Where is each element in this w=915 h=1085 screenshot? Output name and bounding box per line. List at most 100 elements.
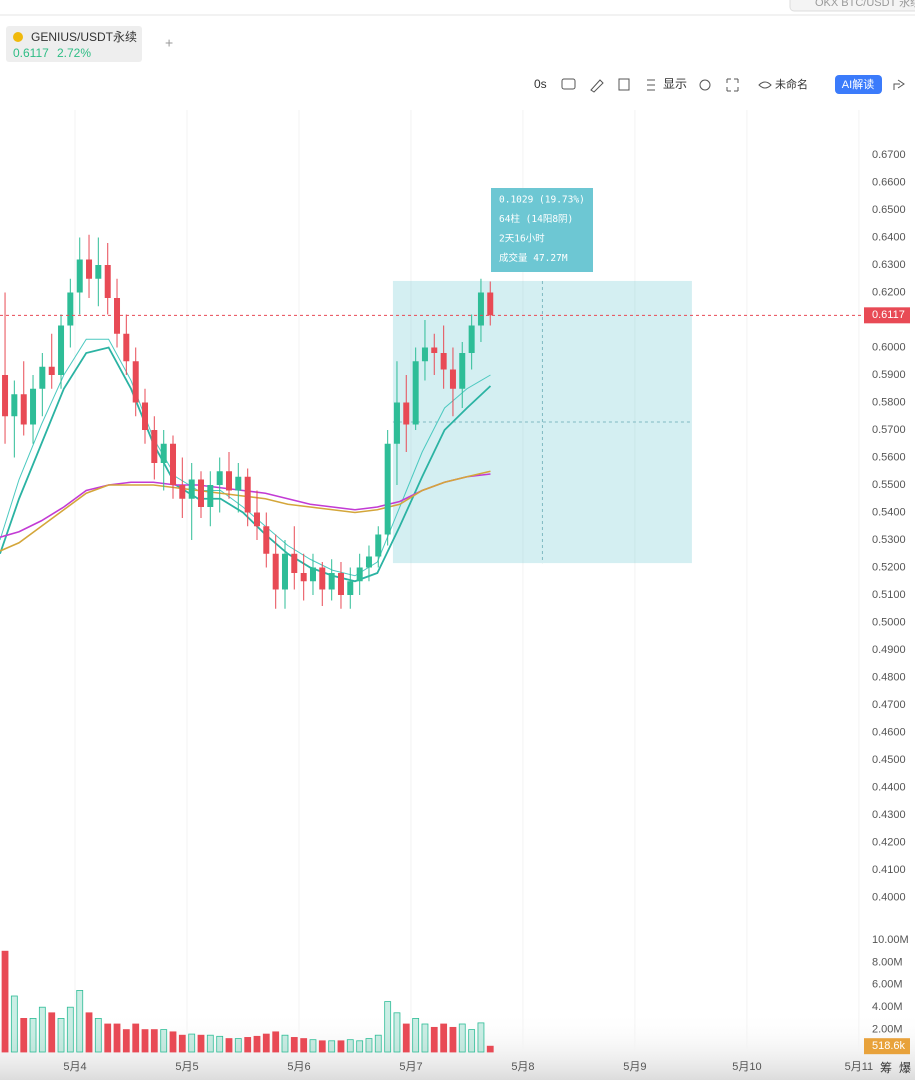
x-tick-label: 5月10	[732, 1061, 761, 1073]
volume-bar	[402, 1023, 410, 1053]
candle-body	[319, 567, 326, 590]
candle-body	[393, 402, 400, 444]
copy-icon[interactable]	[618, 78, 630, 91]
candle-body	[403, 402, 410, 425]
candle-body	[188, 479, 195, 499]
candle-body	[487, 292, 494, 316]
candle-body	[58, 325, 65, 375]
volume-tick-label: 4.00M	[872, 1001, 903, 1013]
volume-bar	[440, 1023, 448, 1053]
x-tick-label: 5月9	[623, 1061, 646, 1073]
x-tick-label: 5月6	[287, 1061, 310, 1073]
share-icon[interactable]	[893, 79, 905, 90]
volume-bar	[253, 1035, 261, 1053]
candle-body	[86, 259, 93, 279]
candle-body	[160, 443, 167, 463]
x-tick-label: 5月4	[63, 1061, 86, 1073]
candle-body	[235, 476, 242, 491]
candle-body	[347, 581, 354, 595]
candle-body	[244, 476, 251, 513]
search-text: OKX BTC/USDT 永续	[815, 0, 915, 9]
camera-icon[interactable]	[561, 78, 576, 90]
candle-body	[291, 553, 298, 573]
y-tick-label: 0.5000	[872, 616, 906, 628]
measure-text: 2天16小时	[499, 233, 545, 245]
x-tick-label: 5月11	[845, 1061, 874, 1073]
volume-bar	[328, 1040, 336, 1053]
coin-icon	[13, 32, 23, 42]
layout-name[interactable]: 未命名	[775, 77, 808, 91]
volume-bar	[300, 1038, 308, 1053]
y-tick-label: 0.5400	[872, 506, 906, 518]
y-tick-label: 0.6000	[872, 341, 906, 353]
last-price-label: 0.6117	[872, 309, 905, 321]
volume-bar	[262, 1033, 270, 1053]
candle-body	[170, 443, 177, 485]
volume-bar	[318, 1040, 326, 1053]
candle-body	[449, 369, 456, 389]
volume-bar	[150, 1029, 158, 1053]
candle-body	[67, 292, 74, 326]
candle-body	[375, 534, 382, 557]
side-tab[interactable]: 爆	[899, 1061, 911, 1075]
candle-body	[20, 394, 27, 425]
add-tab[interactable]: +	[165, 35, 173, 51]
y-tick-label: 0.5100	[872, 589, 906, 601]
candle-body	[114, 298, 121, 334]
candle-body	[253, 512, 260, 527]
volume-bar	[104, 1023, 112, 1053]
volume-bar	[309, 1039, 317, 1053]
candle-body	[300, 573, 307, 582]
y-tick-label: 0.6500	[872, 204, 906, 216]
y-tick-label: 0.4400	[872, 781, 906, 793]
volume-bar	[225, 1038, 233, 1053]
measure-text: 成交量 47.27M	[499, 252, 568, 264]
cloud-icon	[758, 81, 772, 89]
volume-bar	[141, 1029, 149, 1053]
y-tick-label: 0.4700	[872, 699, 906, 711]
settings-icon[interactable]	[699, 79, 711, 91]
y-tick-label: 0.4300	[872, 809, 906, 821]
volume-bar	[365, 1038, 373, 1053]
volume-bar	[10, 995, 18, 1053]
candle-body	[281, 553, 288, 590]
candle-body	[132, 361, 139, 403]
measure-text: 0.1029 (19.73%)	[499, 195, 585, 206]
candle-body	[412, 361, 419, 425]
candle-body	[477, 292, 484, 326]
fullscreen-icon[interactable]	[726, 78, 739, 92]
volume-bar	[216, 1035, 224, 1053]
volume-tick-label: 6.00M	[872, 979, 903, 991]
volume-bar	[356, 1040, 364, 1053]
volume-bar	[188, 1033, 196, 1053]
display[interactable]: 显示	[663, 77, 687, 91]
y-tick-label: 0.6400	[872, 231, 906, 243]
volume-tick-label: 2.00M	[872, 1024, 903, 1036]
candle-body	[95, 265, 102, 279]
x-tick-label: 5月5	[175, 1061, 198, 1073]
interval[interactable]: 0s	[534, 77, 547, 91]
ai-button[interactable]	[835, 75, 882, 94]
search-box[interactable]	[789, 0, 915, 12]
candle-body	[216, 471, 223, 485]
volume-bar	[477, 1022, 485, 1053]
symbol-tab[interactable]	[6, 26, 142, 62]
pen-icon[interactable]	[590, 79, 604, 93]
y-tick-label: 0.6600	[872, 176, 906, 188]
y-tick-label: 0.5800	[872, 396, 906, 408]
volume-bar	[122, 1029, 130, 1053]
candle-body	[11, 394, 18, 417]
volume-bar	[234, 1038, 242, 1053]
volume-bar	[393, 1012, 401, 1053]
volume-bar	[1, 950, 9, 1053]
candle-body	[263, 526, 270, 554]
volume-bar	[272, 1031, 280, 1053]
candle-body	[104, 265, 111, 298]
volume-bar	[421, 1023, 429, 1053]
volume-bar	[132, 1023, 140, 1053]
side-tab[interactable]: 筹	[880, 1061, 892, 1075]
candle-body	[76, 259, 83, 293]
volume-bar	[290, 1037, 298, 1053]
